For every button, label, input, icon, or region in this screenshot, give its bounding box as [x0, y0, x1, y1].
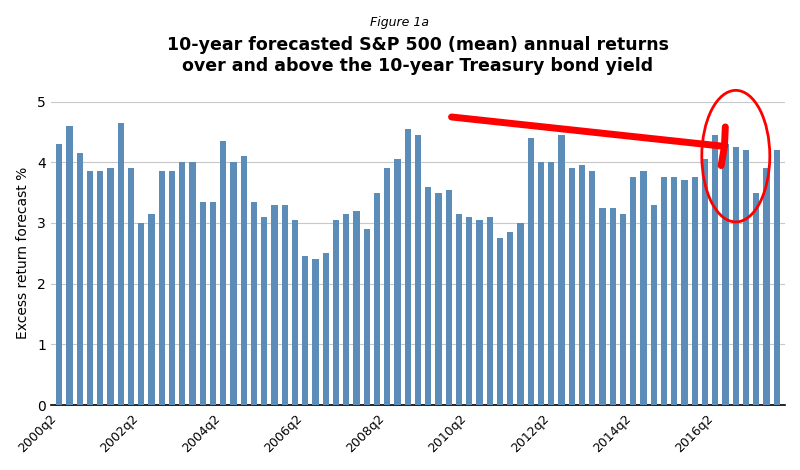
Bar: [149, 214, 154, 405]
Bar: [599, 208, 606, 405]
Bar: [374, 193, 380, 405]
Bar: [169, 172, 175, 405]
Bar: [774, 150, 780, 405]
Bar: [158, 172, 165, 405]
FancyArrowPatch shape: [451, 117, 726, 165]
Bar: [415, 135, 421, 405]
Bar: [405, 129, 411, 405]
Bar: [302, 256, 308, 405]
Bar: [754, 193, 759, 405]
Bar: [77, 153, 83, 405]
Bar: [722, 144, 729, 405]
Bar: [456, 214, 462, 405]
Bar: [650, 205, 657, 405]
Bar: [733, 147, 739, 405]
Bar: [261, 217, 267, 405]
Bar: [322, 253, 329, 405]
Bar: [671, 177, 678, 405]
Bar: [590, 172, 595, 405]
Bar: [682, 180, 688, 405]
Bar: [384, 168, 390, 405]
Bar: [558, 135, 565, 405]
Bar: [200, 202, 206, 405]
Bar: [446, 189, 452, 405]
Bar: [364, 229, 370, 405]
Bar: [435, 193, 442, 405]
Bar: [486, 217, 493, 405]
Bar: [241, 156, 247, 405]
Bar: [477, 220, 482, 405]
Bar: [220, 141, 226, 405]
Bar: [87, 172, 93, 405]
Bar: [97, 172, 103, 405]
Bar: [569, 168, 575, 405]
Bar: [56, 144, 62, 405]
Bar: [548, 162, 554, 405]
Bar: [610, 208, 616, 405]
Bar: [343, 214, 350, 405]
Bar: [579, 165, 585, 405]
Bar: [251, 202, 257, 405]
Y-axis label: Excess return forecast %: Excess return forecast %: [16, 167, 30, 339]
Bar: [497, 238, 503, 405]
Bar: [179, 162, 186, 405]
Bar: [518, 223, 523, 405]
Bar: [641, 172, 646, 405]
Bar: [118, 123, 124, 405]
Bar: [271, 205, 278, 405]
Bar: [538, 162, 544, 405]
Bar: [661, 177, 667, 405]
Bar: [763, 168, 770, 405]
Title: 10-year forecasted S&P 500 (mean) annual returns
over and above the 10-year Trea: 10-year forecasted S&P 500 (mean) annual…: [167, 36, 669, 75]
Bar: [692, 177, 698, 405]
Bar: [210, 202, 216, 405]
Bar: [425, 187, 431, 405]
Bar: [712, 135, 718, 405]
Bar: [66, 126, 73, 405]
Bar: [507, 232, 514, 405]
Bar: [702, 159, 708, 405]
Bar: [313, 259, 318, 405]
Bar: [128, 168, 134, 405]
Bar: [743, 150, 749, 405]
Bar: [190, 162, 195, 405]
Bar: [282, 205, 288, 405]
Bar: [394, 159, 401, 405]
Bar: [354, 211, 359, 405]
Bar: [230, 162, 237, 405]
Bar: [333, 220, 339, 405]
Bar: [138, 223, 144, 405]
Bar: [620, 214, 626, 405]
Text: Figure 1a: Figure 1a: [370, 16, 430, 30]
Bar: [107, 168, 114, 405]
Bar: [528, 138, 534, 405]
Bar: [630, 177, 636, 405]
Bar: [292, 220, 298, 405]
Bar: [466, 217, 472, 405]
